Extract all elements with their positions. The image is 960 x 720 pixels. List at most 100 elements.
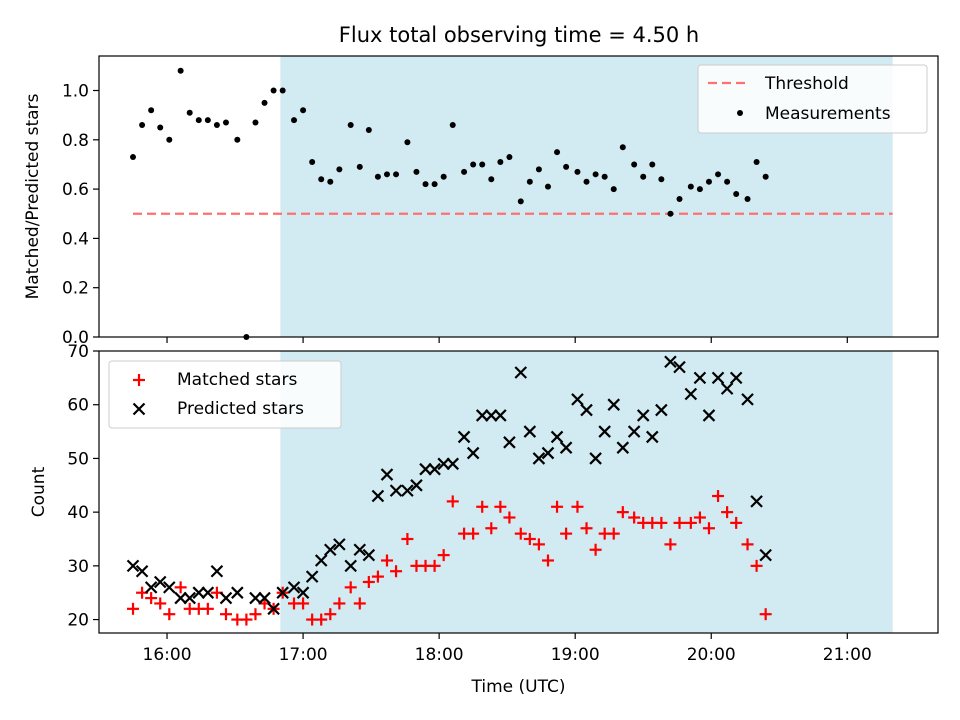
matched-star-point xyxy=(702,522,715,535)
matched-star-point xyxy=(730,516,743,529)
measurement-point xyxy=(649,161,656,168)
measurement-point xyxy=(658,176,665,183)
measurement-point xyxy=(449,122,456,129)
top-y-tick-label: 0.2 xyxy=(62,279,89,299)
predicted-star-point xyxy=(174,591,187,605)
measurement-point xyxy=(631,161,638,168)
bottom-x-ticks: 16:00 17:00 18:00 19:00 20:00 21:00 xyxy=(143,633,872,665)
matched-star-point xyxy=(571,500,584,513)
predicted-star-point xyxy=(475,409,489,422)
predicted-star-point xyxy=(607,398,621,411)
predicted-star-point xyxy=(741,393,754,406)
top-legend-box xyxy=(697,64,928,134)
predicted-star-point xyxy=(720,382,734,395)
matched-star-point xyxy=(446,495,459,508)
measurement-point xyxy=(583,178,590,185)
predicted-star-point xyxy=(296,586,310,599)
matched-star-point xyxy=(560,527,573,540)
measurement-point xyxy=(619,144,626,151)
top-y-ticks: 0.0 0.2 0.4 0.6 0.8 1.0 xyxy=(62,82,99,348)
matched-star-point xyxy=(362,575,375,588)
predicted-star-point xyxy=(636,409,650,422)
legend-matched-label: Matched stars xyxy=(177,370,297,390)
matched-star-point xyxy=(476,500,489,513)
bottom-legend: Matched stars Predicted stars xyxy=(108,360,342,429)
predicted-star-point xyxy=(503,436,516,449)
top-legend: Threshold Measurements xyxy=(697,64,928,134)
bottom-y-axis-label: Count xyxy=(29,466,49,517)
predicted-star-point xyxy=(580,403,593,417)
x-axis-label: Time (UTC) xyxy=(471,677,566,697)
measurement-point xyxy=(554,149,561,156)
predicted-star-point xyxy=(646,430,659,444)
measurement-point xyxy=(291,117,298,124)
matched-star-point xyxy=(551,500,564,513)
legend-predicted-marker xyxy=(132,402,146,416)
bottom-shaded-span xyxy=(280,351,893,633)
measurement-point xyxy=(544,183,551,190)
matched-star-point xyxy=(240,613,253,626)
measurement-point xyxy=(497,158,504,165)
bottom-plot-frame xyxy=(98,350,939,634)
matched-star-point xyxy=(380,554,393,567)
predicted-star-point xyxy=(494,409,507,422)
x-tick-label: 20:00 xyxy=(687,645,736,665)
measurement-point xyxy=(261,99,268,106)
predicted-star-point xyxy=(485,409,498,422)
measurement-point xyxy=(640,173,647,180)
matched-star-point xyxy=(693,511,706,524)
predicted-star-point xyxy=(201,586,215,599)
predicted-star-point xyxy=(532,452,546,465)
predicted-star-point xyxy=(437,457,450,471)
x-tick-label: 18:00 xyxy=(415,645,464,665)
measurement-point xyxy=(356,163,363,170)
matched-star-point xyxy=(127,602,140,615)
matched-star-points xyxy=(127,490,772,626)
matched-star-point xyxy=(655,516,668,529)
matched-star-point xyxy=(721,506,734,519)
predicted-star-point xyxy=(598,425,611,438)
measurement-point xyxy=(422,181,429,188)
measurement-point xyxy=(166,136,173,143)
measurement-point xyxy=(336,166,343,173)
matched-star-point xyxy=(580,522,593,535)
top-y-tick-label: 0.6 xyxy=(62,180,89,200)
predicted-star-point xyxy=(571,393,584,406)
measurement-point xyxy=(139,122,146,129)
top-y-tick-label: 0.8 xyxy=(62,131,89,151)
bottom-y-tick-label: 30 xyxy=(67,557,89,577)
measurement-point xyxy=(270,87,277,94)
predicted-star-point xyxy=(344,559,357,573)
predicted-star-point xyxy=(258,591,271,605)
matched-star-point xyxy=(712,490,725,503)
matched-star-point xyxy=(201,602,214,615)
measurement-point xyxy=(130,154,137,161)
measurement-point xyxy=(300,107,307,114)
predicted-star-point xyxy=(353,543,367,557)
matched-star-point xyxy=(503,511,516,524)
measurement-point xyxy=(753,158,760,165)
x-tick-label: 19:00 xyxy=(551,645,600,665)
predicted-star-point xyxy=(287,581,301,594)
matched-star-point xyxy=(616,506,629,519)
predicted-star-point xyxy=(219,591,233,605)
matched-star-point xyxy=(344,581,357,594)
measurement-point xyxy=(347,122,354,129)
measurement-point xyxy=(365,126,372,133)
predicted-star-point xyxy=(333,538,346,551)
measurement-point xyxy=(186,109,193,116)
matched-star-point xyxy=(333,597,346,610)
top-y-tick-label: 0.0 xyxy=(62,328,89,348)
predicted-star-point xyxy=(428,462,441,476)
measurement-point xyxy=(393,171,400,178)
matched-star-point xyxy=(315,613,328,626)
measurement-point xyxy=(431,181,438,188)
predicted-star-point xyxy=(401,484,414,497)
x-tick-label: 21:00 xyxy=(823,645,872,665)
matched-star-point xyxy=(541,554,554,567)
measurement-point xyxy=(204,117,211,124)
predicted-star-point xyxy=(210,564,224,578)
predicted-star-point xyxy=(759,548,772,562)
matched-star-point xyxy=(759,608,772,621)
top-x-ticks xyxy=(166,337,848,343)
